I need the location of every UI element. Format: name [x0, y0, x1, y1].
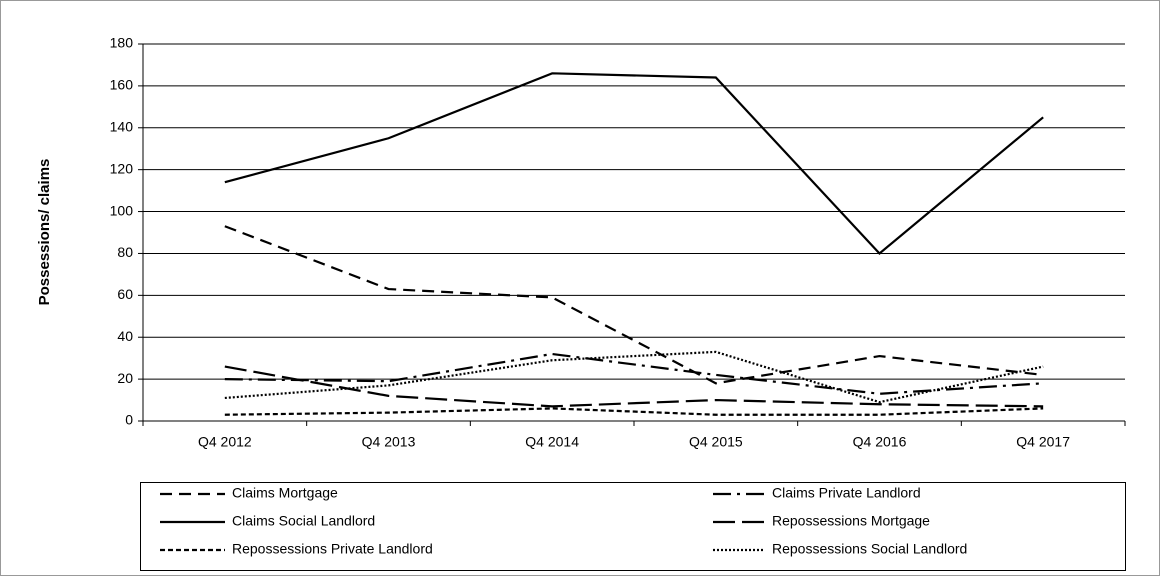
legend-label: Repossessions Mortgage [772, 513, 930, 529]
y-tick-label: 160 [110, 77, 134, 93]
y-tick-label: 120 [110, 160, 134, 176]
series-line [224, 352, 1044, 395]
y-tick-label: 20 [117, 370, 133, 386]
legend-label: Claims Mortgage [232, 485, 338, 501]
y-tick-label: 140 [110, 118, 134, 134]
series-line [224, 72, 1044, 255]
x-tick-label: Q4 2016 [853, 434, 907, 450]
series-line [224, 407, 1044, 416]
y-tick-label: 40 [117, 328, 133, 344]
x-tick-label: Q4 2017 [1016, 434, 1070, 450]
y-tick-label: 180 [110, 35, 134, 51]
y-tick-label: 60 [117, 286, 133, 302]
y-axis-title: Possessions/ claims [36, 159, 53, 306]
legend-label: Claims Private Landlord [772, 485, 921, 501]
y-tick-label: 0 [125, 412, 133, 428]
legend-label: Claims Social Landlord [232, 513, 375, 529]
x-tick-label: Q4 2015 [689, 434, 743, 450]
x-tick-label: Q4 2014 [525, 434, 579, 450]
y-tick-label: 80 [117, 244, 133, 260]
y-tick-label: 100 [110, 202, 134, 218]
x-tick-label: Q4 2012 [198, 434, 252, 450]
series-line [224, 350, 1044, 404]
legend-label: Repossessions Social Landlord [772, 541, 967, 557]
legend-label: Repossessions Private Landlord [232, 541, 433, 557]
series-line [224, 365, 1044, 408]
legend-box [140, 482, 1126, 571]
x-tick-label: Q4 2013 [362, 434, 416, 450]
